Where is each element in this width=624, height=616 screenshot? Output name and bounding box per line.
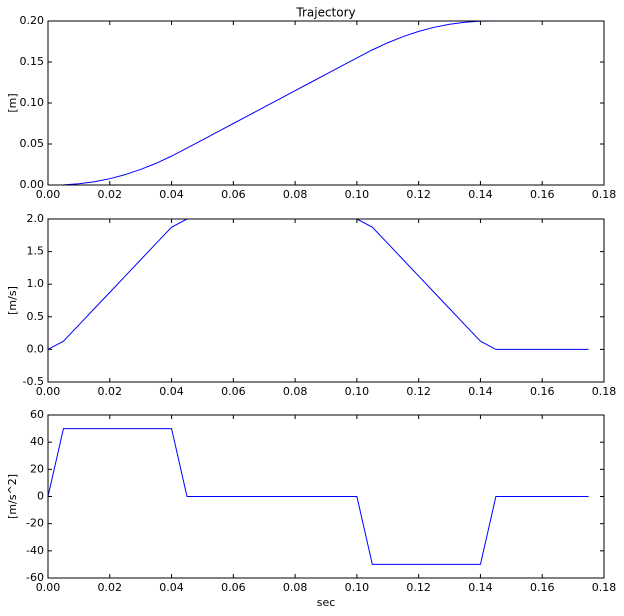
x-tick-label: 0.18 [592,385,617,398]
x-tick-label: 0.06 [221,188,246,201]
x-tick-label: 0.16 [530,188,555,201]
plot-area [48,219,604,382]
y-tick-label: 20 [30,462,44,475]
y-tick-label: -40 [26,544,44,557]
y-tick-label: 0 [37,490,44,503]
y-tick-label: 1.0 [27,277,45,290]
y-tick-label: 0.00 [20,178,45,191]
x-tick-label: 0.04 [159,188,184,201]
x-tick-label: 0.08 [283,188,308,201]
x-tick-label: 0.00 [36,581,61,594]
x-tick-label: 0.18 [592,188,617,201]
y-tick-label: -60 [26,571,44,584]
y-axis-label: [m/s] [6,286,19,315]
y-tick-label: 0.15 [20,55,45,68]
y-tick-label: 2.0 [27,212,45,225]
y-axis-label: [m/s^2] [6,474,19,519]
x-tick-label: 0.04 [159,581,184,594]
x-tick-label: 0.00 [36,188,61,201]
data-line [47,428,589,565]
x-tick-label: 0.12 [406,385,431,398]
axes-frame [47,218,605,383]
x-axis-label: sec [317,596,336,609]
x-tick-label: 0.00 [36,385,61,398]
x-tick-label: 0.16 [530,581,555,594]
x-tick-label: 0.02 [98,581,123,594]
y-tick-label: 0.20 [20,14,45,27]
y-tick-label: -20 [26,517,44,530]
axes-frame [47,414,605,579]
x-tick-label: 0.14 [468,188,493,201]
x-tick-label: 0.14 [468,385,493,398]
y-tick-label: 0.0 [27,342,45,355]
x-tick-label: 0.16 [530,385,555,398]
plot-area [48,21,604,185]
chart-title: Trajectory [295,6,355,20]
y-tick-label: 0.05 [20,137,45,150]
y-axis-label: [m] [6,93,19,112]
x-tick-label: 0.10 [345,385,370,398]
y-tick-label: 60 [30,408,44,421]
x-tick-label: 0.06 [221,385,246,398]
y-tick-label: -0.5 [23,375,44,388]
x-tick-label: 0.10 [345,188,370,201]
x-tick-label: 0.02 [98,188,123,201]
x-tick-label: 0.02 [98,385,123,398]
x-tick-label: 0.10 [345,581,370,594]
axes-frame [47,20,605,186]
x-tick-label: 0.04 [159,385,184,398]
y-tick-label: 0.10 [20,96,45,109]
x-tick-label: 0.08 [283,385,308,398]
x-tick-label: 0.18 [592,581,617,594]
y-tick-label: 40 [30,435,44,448]
y-tick-label: 1.5 [27,245,45,258]
x-tick-label: 0.12 [406,581,431,594]
x-tick-label: 0.08 [283,581,308,594]
x-tick-label: 0.14 [468,581,493,594]
x-tick-label: 0.06 [221,581,246,594]
y-tick-label: 0.5 [27,310,45,323]
x-tick-label: 0.12 [406,188,431,201]
